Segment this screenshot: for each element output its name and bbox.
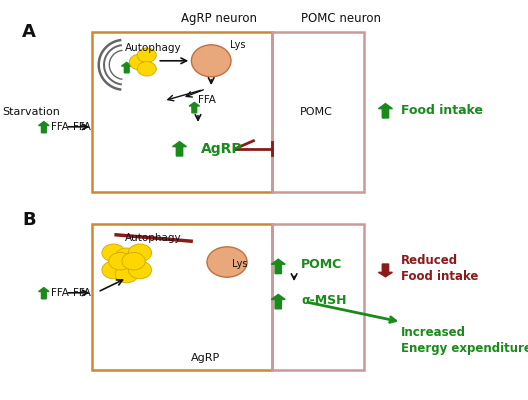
Circle shape: [137, 62, 156, 76]
Text: AgRP: AgRP: [201, 142, 242, 156]
Text: AgRP neuron: AgRP neuron: [181, 12, 257, 25]
FancyArrow shape: [271, 294, 285, 309]
Text: Autophagy: Autophagy: [125, 233, 182, 243]
Ellipse shape: [192, 45, 231, 77]
Circle shape: [137, 48, 156, 62]
Text: Increased
Energy expenditure: Increased Energy expenditure: [401, 326, 528, 355]
Text: Food intake: Food intake: [401, 104, 483, 116]
FancyArrow shape: [189, 102, 200, 113]
Text: FFA: FFA: [51, 288, 69, 298]
Bar: [92, 224, 272, 370]
Text: FFA: FFA: [198, 95, 216, 105]
Text: B: B: [22, 211, 36, 229]
Circle shape: [207, 247, 247, 277]
Circle shape: [129, 54, 150, 70]
Text: POMC neuron: POMC neuron: [300, 12, 381, 25]
Circle shape: [122, 252, 145, 270]
FancyArrow shape: [173, 142, 186, 156]
Text: AgRP: AgRP: [191, 353, 221, 363]
Text: FFA: FFA: [73, 288, 91, 298]
Text: Lys: Lys: [230, 40, 246, 50]
Text: Autophagy: Autophagy: [125, 43, 182, 53]
Circle shape: [109, 252, 132, 270]
Text: Reduced
Food intake: Reduced Food intake: [401, 254, 479, 282]
Bar: [272, 32, 364, 192]
Text: A: A: [22, 23, 36, 41]
Text: α-MSH: α-MSH: [301, 294, 346, 307]
FancyArrow shape: [379, 264, 392, 277]
FancyArrow shape: [39, 288, 49, 299]
Bar: [272, 224, 364, 370]
Bar: [92, 32, 272, 192]
FancyArrow shape: [121, 62, 132, 73]
FancyArrow shape: [39, 122, 49, 133]
FancyArrow shape: [271, 259, 285, 274]
Text: POMC: POMC: [301, 258, 342, 271]
Circle shape: [115, 248, 138, 266]
Text: POMC: POMC: [300, 107, 333, 117]
Text: FFA: FFA: [51, 122, 69, 132]
Text: Lys: Lys: [232, 259, 248, 269]
Circle shape: [102, 261, 125, 279]
Circle shape: [128, 261, 152, 279]
Text: FFA: FFA: [73, 122, 91, 132]
FancyArrow shape: [379, 104, 392, 118]
Circle shape: [115, 265, 138, 283]
Circle shape: [102, 244, 125, 262]
Text: Starvation: Starvation: [3, 107, 61, 117]
Circle shape: [128, 244, 152, 262]
